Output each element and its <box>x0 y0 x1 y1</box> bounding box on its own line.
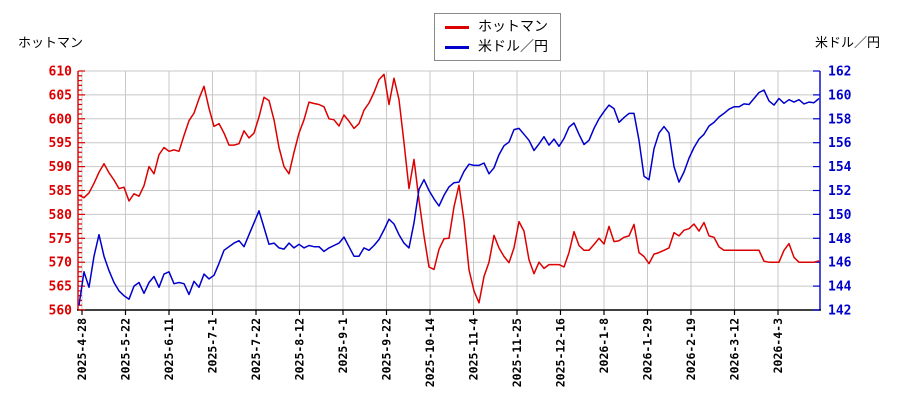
right-axis-tick-label: 152 <box>828 184 851 199</box>
legend-item-hotman: ホットマン <box>445 19 548 35</box>
right-axis-tick-label: 160 <box>828 88 852 103</box>
legend-label: 米ドル／円 <box>478 39 548 55</box>
x-axis-tick-label: 2025-9-1 <box>336 318 350 373</box>
right-axis-tick-label: 156 <box>828 136 852 151</box>
x-axis-tick-label: 2026-1-29 <box>641 318 655 380</box>
x-axis-tick-label: 2025-9-22 <box>380 318 394 380</box>
x-axis-tick-label: 2025-8-12 <box>293 318 307 380</box>
x-axis-tick-label: 2025-10-14 <box>423 318 437 387</box>
left-axis-tick-label: 600 <box>49 112 73 127</box>
x-axis-tick-label: 2025-12-16 <box>554 318 568 387</box>
chart-legend: ホットマン 米ドル／円 <box>434 13 561 61</box>
left-axis-tick-label: 570 <box>49 256 73 271</box>
series-line-usdjpy <box>78 89 820 306</box>
left-axis-tick-label: 590 <box>49 160 73 175</box>
left-axis-title: ホットマン <box>18 36 84 51</box>
legend-swatch-red <box>445 25 469 29</box>
right-axis-tick-label: 148 <box>828 232 852 247</box>
left-axis-tick-label: 560 <box>49 304 73 319</box>
x-axis-tick-label: 2026-3-12 <box>728 318 742 380</box>
left-axis-tick-label: 580 <box>49 208 73 223</box>
left-axis-tick-label: 575 <box>49 232 72 247</box>
x-axis-tick-label: 2026-4-3 <box>771 318 785 373</box>
x-axis-tick-label: 2025-6-11 <box>162 318 176 380</box>
legend-item-usdjpy: 米ドル／円 <box>445 39 548 55</box>
legend-label: ホットマン <box>478 19 548 35</box>
left-axis-tick-label: 605 <box>49 88 72 103</box>
x-axis-tick-label: 2025-11-4 <box>467 318 481 380</box>
x-axis-tick-label: 2025-5-22 <box>119 318 133 380</box>
x-axis-tick-label: 2025-7-22 <box>249 318 263 380</box>
legend-swatch-blue <box>445 45 469 49</box>
x-axis-tick-label: 2025-4-28 <box>75 318 89 380</box>
right-axis-tick-label: 150 <box>828 208 852 223</box>
left-axis-tick-label: 585 <box>49 184 72 199</box>
left-axis-tick-label: 565 <box>49 280 72 295</box>
right-axis-tick-label: 144 <box>828 280 852 295</box>
x-axis-tick-label: 2025-11-25 <box>510 318 524 387</box>
left-axis-tick-label: 595 <box>49 136 72 151</box>
x-axis-tick-label: 2025-7-1 <box>206 318 220 373</box>
left-axis-tick-label: 610 <box>49 65 73 80</box>
series-line-hotman <box>78 73 820 304</box>
x-axis-tick-label: 2026-2-19 <box>684 318 698 380</box>
right-axis-tick-label: 154 <box>828 160 852 175</box>
right-axis-tick-label: 158 <box>828 112 852 127</box>
right-axis-tick-label: 162 <box>828 65 851 80</box>
right-axis-title: 米ドル／円 <box>814 36 880 51</box>
x-axis-tick-label: 2026-1-8 <box>597 318 611 373</box>
right-axis-tick-label: 142 <box>828 304 851 319</box>
right-axis-tick-label: 146 <box>828 256 852 271</box>
